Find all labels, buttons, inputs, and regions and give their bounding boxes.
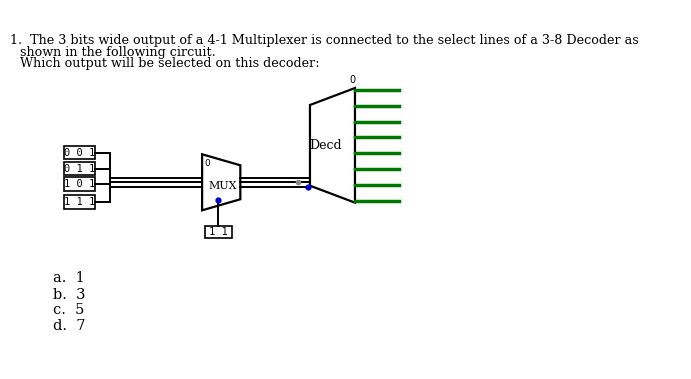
Text: 0 0 1: 0 0 1: [64, 147, 95, 158]
Text: Which output will be selected on this decoder:: Which output will be selected on this de…: [20, 58, 320, 70]
Text: d.  7: d. 7: [53, 319, 85, 333]
Bar: [205, 226, 231, 238]
Text: 1.  The 3 bits wide output of a 4-1 Multiplexer is connected to the select lines: 1. The 3 bits wide output of a 4-1 Multi…: [10, 34, 639, 47]
Text: 0: 0: [350, 75, 355, 85]
Text: 0 1 1: 0 1 1: [64, 164, 95, 174]
Text: 1 1: 1 1: [209, 227, 227, 237]
Bar: [64, 162, 95, 175]
Text: Decd: Decd: [310, 139, 342, 152]
Text: c.  5: c. 5: [53, 303, 84, 317]
Text: b.  3: b. 3: [53, 288, 85, 302]
Text: 1 0 1: 1 0 1: [64, 179, 95, 189]
Polygon shape: [310, 88, 355, 203]
Text: 1 1 1: 1 1 1: [64, 197, 95, 207]
Text: shown in the following circuit.: shown in the following circuit.: [20, 45, 216, 59]
Text: a.  1: a. 1: [53, 271, 84, 285]
Bar: [64, 177, 95, 191]
Text: 0: 0: [205, 159, 211, 168]
Bar: [64, 195, 95, 208]
Text: MUX: MUX: [209, 181, 237, 191]
Polygon shape: [202, 154, 240, 210]
Bar: [64, 146, 95, 159]
